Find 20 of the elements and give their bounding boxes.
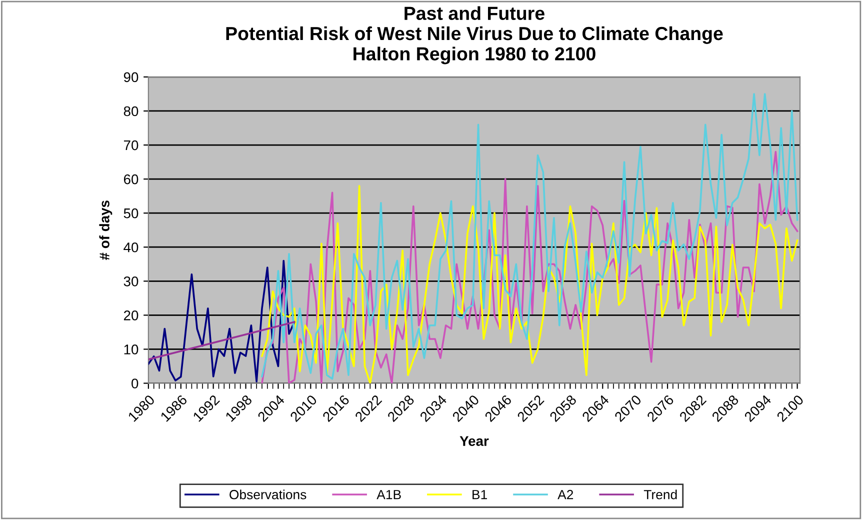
legend-label: A1B: [376, 490, 401, 500]
y-tick-label: 70: [124, 140, 138, 150]
y-axis-title: # of days: [99, 200, 112, 260]
y-tick-label: 80: [124, 106, 138, 116]
y-tick-label: 90: [124, 72, 138, 82]
y-tick-label: 60: [124, 174, 138, 184]
line-series: [148, 260, 296, 382]
y-tick-label: 30: [124, 276, 138, 286]
line-series: [261, 93, 798, 380]
legend-label: A2: [558, 490, 574, 500]
legend-label: Observations: [230, 490, 306, 500]
y-tick-label: 20: [124, 310, 138, 320]
y-tick-label: 0: [132, 378, 138, 388]
chart-title: Past and Future Potential Risk of West Nile Virus Due to Climate Change Halton Region 1980 to 2100: [226, 6, 723, 64]
y-tick-label: 50: [124, 208, 138, 218]
legend-label: B1: [472, 490, 487, 500]
legend-label: Trend: [644, 490, 677, 500]
y-tick-label: 10: [124, 344, 138, 354]
x-axis-title: Year: [460, 436, 489, 446]
y-tick-label: 40: [124, 242, 138, 252]
